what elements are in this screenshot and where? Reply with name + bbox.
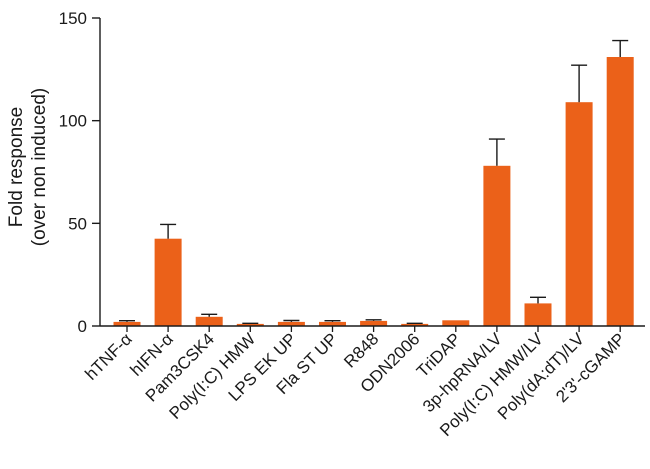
- bar-6: [360, 320, 388, 326]
- y-tick-label-3: 150: [59, 9, 87, 28]
- x-tick-label-0: hTNF-α: [81, 329, 136, 384]
- bar-12: [606, 57, 634, 326]
- y-axis-title-line-1: Fold response: [6, 107, 27, 227]
- y-axis-title-line-2: (over non induced): [29, 88, 50, 246]
- bar-4: [277, 321, 305, 326]
- bar-3: [236, 323, 264, 326]
- y-ticks-group: 0 50 100 150: [59, 9, 100, 336]
- bar-8: [442, 320, 470, 326]
- bars-group: [113, 57, 634, 326]
- bar-2: [195, 316, 223, 326]
- bar-0: [113, 321, 141, 326]
- error-bars-group: [119, 39, 629, 324]
- bar-1: [154, 238, 182, 326]
- bar-5: [319, 321, 346, 326]
- y-tick-label-2: 100: [59, 112, 87, 131]
- bar-7: [401, 323, 429, 326]
- y-tick-label-0: 0: [78, 317, 87, 336]
- y-tick-label-1: 50: [68, 214, 87, 233]
- bar-11: [565, 102, 593, 326]
- axes-group: [99, 18, 645, 327]
- bar-9: [483, 165, 511, 326]
- bar-10: [524, 303, 552, 326]
